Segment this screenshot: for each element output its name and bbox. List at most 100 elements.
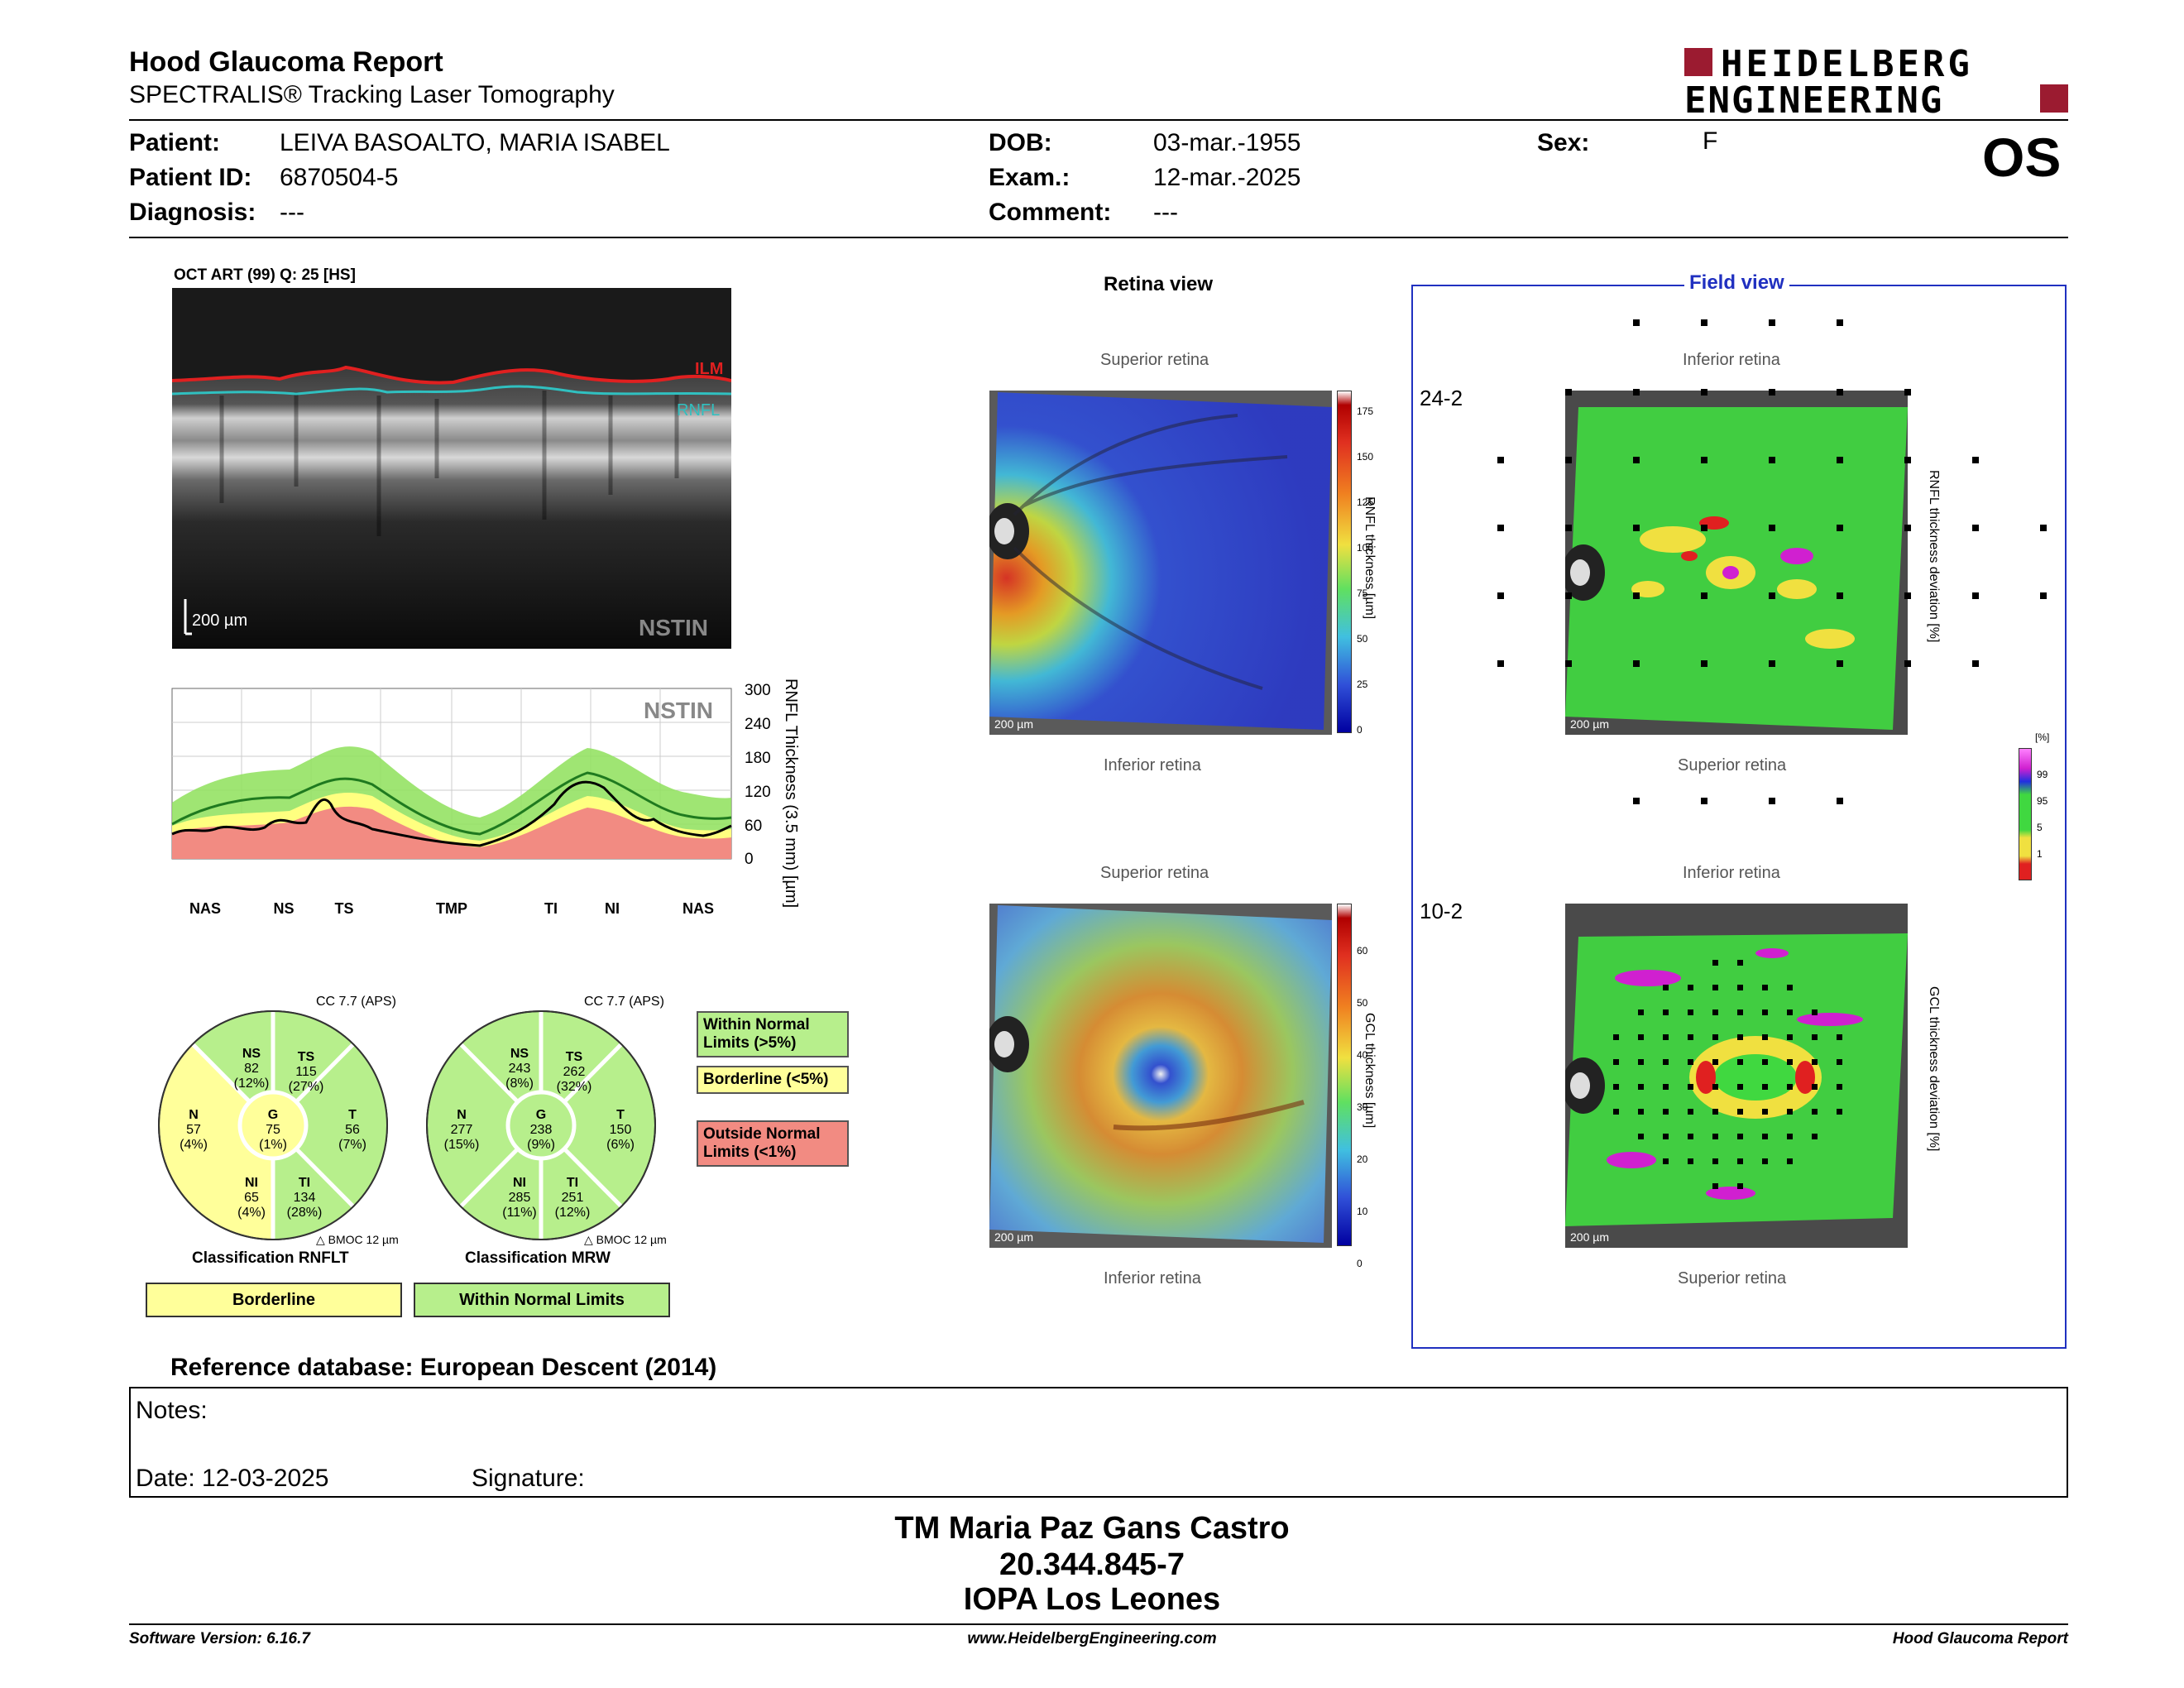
notes-label: Notes:	[136, 1397, 208, 1424]
rnflt-g-pct: (1%)	[259, 1138, 287, 1152]
signatory-clinic: IOPA Los Leones	[963, 1582, 1221, 1617]
retina-superior-1: Superior retina	[1100, 351, 1209, 369]
mrw-ni-pct: (11%)	[502, 1206, 537, 1220]
rnflt-n-name: N	[189, 1108, 199, 1122]
rnflt-classification: Classification RNFLT	[192, 1249, 349, 1267]
rnflt-ns-value: 82	[244, 1062, 259, 1076]
exam-value: 12-mar.-2025	[1153, 164, 1301, 191]
comment-label: Comment:	[989, 199, 1112, 226]
mrw-t-pct: (6%)	[606, 1138, 635, 1152]
dev-ticks: 99 95 5 1	[2037, 769, 2048, 860]
exam-label: Exam.:	[989, 164, 1070, 191]
gcl-colorbar-label: GCL thickness [µm]	[1363, 1013, 1377, 1129]
mrw-ti-name: TI	[567, 1176, 578, 1190]
field-10-2-label: 10-2	[1420, 899, 1463, 923]
sector-nas-right: NAS	[682, 900, 714, 917]
rnfl-map-scale: 200 µm	[994, 717, 1033, 731]
signatory-id: 20.344.845-7	[999, 1547, 1185, 1582]
sex-value: F	[1703, 127, 1718, 155]
ilm-label: ILM	[695, 360, 723, 378]
rnflt-ni-value: 65	[244, 1191, 259, 1205]
gcl-thickness-map: 200 µm	[989, 904, 1332, 1248]
legend-borderline: Borderline (<5%)	[697, 1066, 849, 1094]
field-inferior-1: Inferior retina	[1683, 351, 1780, 369]
delta-icon: △	[584, 1233, 593, 1246]
rnflt-g-name: G	[268, 1108, 278, 1122]
rnflt-ts-pct: (27%)	[289, 1080, 324, 1094]
patient-id: 6870504-5	[280, 164, 399, 191]
mrw-t-value: 150	[610, 1123, 632, 1137]
patient-name: LEIVA BASOALTO, MARIA ISABEL	[280, 129, 670, 156]
mrw-ns-value: 243	[509, 1062, 531, 1076]
sector-ti: TI	[544, 900, 558, 917]
reference-database: Reference database: European Descent (20…	[170, 1354, 717, 1381]
mrw-ti-pct: (12%)	[555, 1206, 591, 1220]
mrw-n-value: 277	[451, 1123, 473, 1137]
gcl-colorbar	[1337, 904, 1352, 1246]
mrw-classification: Classification MRW	[465, 1249, 611, 1267]
retina-view-title: Retina view	[1104, 273, 1214, 295]
rnfl-profile-chart: NSTIN 300 240 180 120 60 0 RNFL Thicknes…	[124, 672, 819, 920]
mrw-ns-pct: (8%)	[505, 1077, 534, 1091]
dob-value: 03-mar.-1955	[1153, 129, 1301, 156]
field-24-2-grid	[1406, 314, 2068, 811]
gcl-colorbar-ticks: 60 50 40 30 20 10 0	[1357, 945, 1368, 1269]
mrw-ni-value: 285	[509, 1191, 531, 1205]
rnflt-ti-name: TI	[299, 1176, 310, 1190]
ytick-120: 120	[745, 784, 771, 801]
field-superior-1: Superior retina	[1678, 756, 1787, 774]
delta-icon: △	[316, 1233, 325, 1246]
mrw-ni-name: NI	[513, 1176, 526, 1190]
rnflt-cc: CC 7.7 (APS)	[316, 995, 396, 1009]
field-10-2-grid	[1605, 952, 1870, 1216]
mrw-bmo: △ BMOC 12 µm	[584, 1233, 667, 1246]
oct-bscan-image: ILM RNFL 200 µm NSTIN	[172, 288, 731, 649]
gcl-map-scale: 200 µm	[994, 1230, 1033, 1244]
gcl-deviation-map: 200 µm	[1565, 904, 1908, 1248]
mrw-g-value: 238	[530, 1123, 553, 1137]
notes-date: Date: 12-03-2025	[136, 1465, 329, 1492]
rnflt-t-name: T	[348, 1108, 357, 1122]
comment-value: ---	[1153, 199, 1178, 226]
oct-scale: 200 µm	[192, 611, 247, 630]
notes-box	[129, 1387, 2068, 1498]
sector-ni: NI	[605, 900, 620, 917]
mrw-ns-name: NS	[510, 1047, 529, 1061]
legend-within: Within Normal Limits (>5%)	[697, 1011, 849, 1057]
rnfl-thickness-map: 200 µm	[989, 391, 1332, 735]
rnflt-ti-value: 134	[294, 1191, 316, 1205]
ytick-0: 0	[745, 851, 754, 868]
rnflt-result: Borderline	[146, 1283, 402, 1317]
rnfl-label: RNFL	[677, 401, 720, 420]
rnfl-colorbar-ticks: 175 150 125 100 75 50 25 0	[1357, 405, 1374, 736]
dob-label: DOB:	[989, 129, 1052, 156]
rnflt-ni-pct: (4%)	[237, 1206, 266, 1220]
ytick-180: 180	[745, 750, 771, 767]
report-title: Hood Glaucoma Report	[129, 46, 443, 78]
report-name-footer: Hood Glaucoma Report	[1892, 1630, 2068, 1647]
field-24-2-label: 24-2	[1420, 386, 1463, 410]
rnflt-g-value: 75	[266, 1123, 280, 1137]
diagnosis-label: Diagnosis:	[129, 199, 256, 226]
signatory-name: TM Maria Paz Gans Castro	[894, 1511, 1290, 1546]
mrw-ts-pct: (32%)	[557, 1080, 592, 1094]
ytick-240: 240	[745, 716, 771, 733]
mrw-ts-name: TS	[566, 1050, 583, 1064]
field-inferior-2: Inferior retina	[1683, 864, 1780, 882]
mrw-t-name: T	[616, 1108, 625, 1122]
website-link[interactable]: www.HeidelbergEngineering.com	[967, 1630, 1217, 1647]
rnflt-ni-name: NI	[245, 1176, 258, 1190]
rnflt-t-pct: (7%)	[338, 1138, 366, 1152]
mrw-g-pct: (9%)	[527, 1138, 555, 1152]
sector-ns: NS	[273, 900, 294, 917]
retina-superior-2: Superior retina	[1100, 864, 1209, 882]
pie-mrw: NS 243 (8%) TS 262 (32%) N 277 (15%) G 2…	[417, 990, 682, 1271]
patient-id-label: Patient ID:	[129, 164, 252, 191]
rnflt-ns-name: NS	[242, 1047, 261, 1061]
patient-label: Patient:	[129, 129, 221, 156]
eye-label: OS	[1982, 127, 2062, 188]
rnfl-colorbar-label: RNFL thickness [µm]	[1363, 496, 1377, 620]
rnflt-n-value: 57	[186, 1123, 201, 1137]
heidelberg-logo: HEIDELBERG ENGINEERING	[1684, 43, 2068, 122]
profile-nstin: NSTIN	[644, 698, 713, 723]
